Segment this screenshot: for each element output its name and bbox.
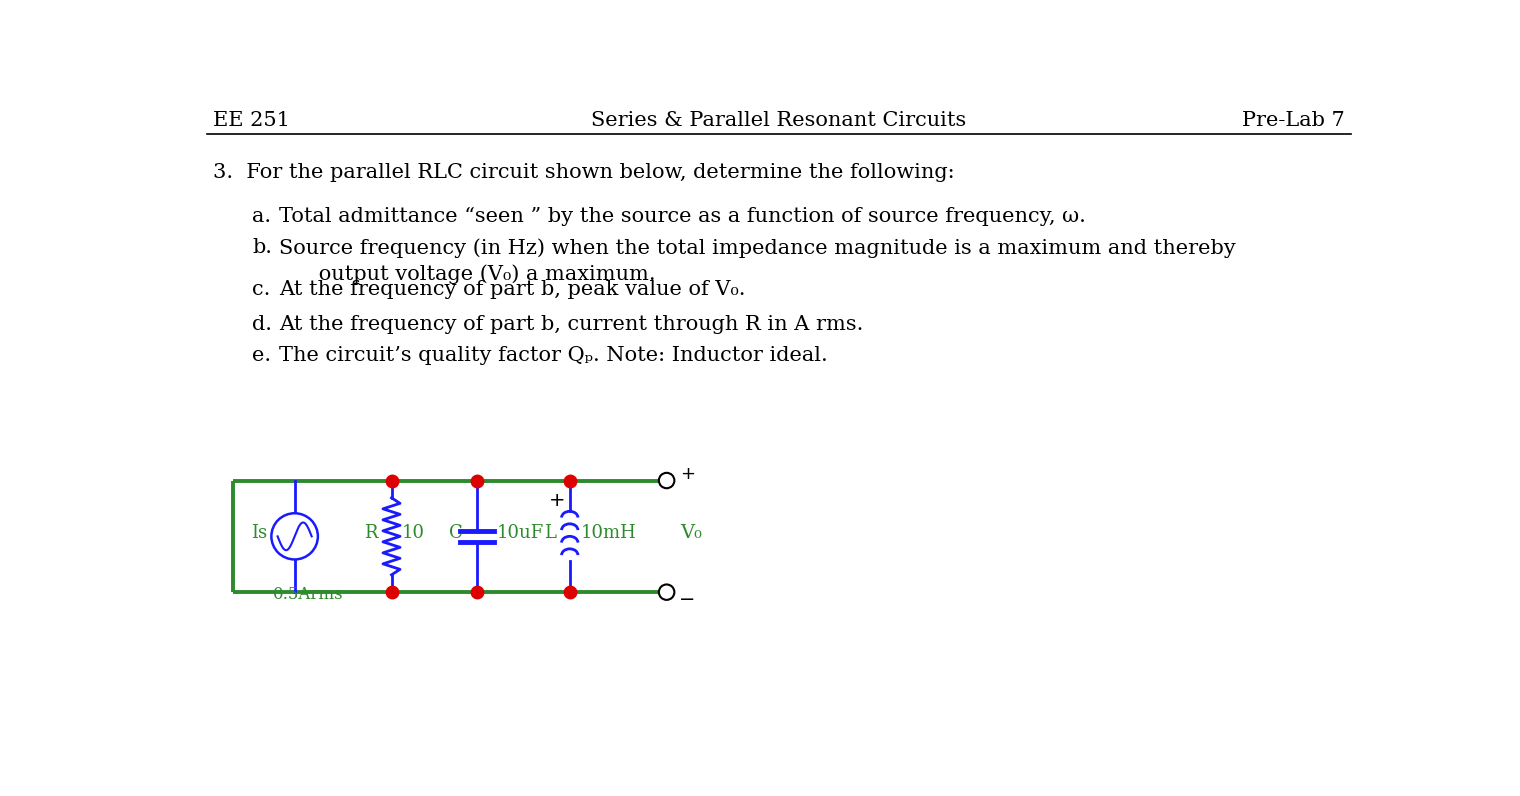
Text: Total admittance “seen ” by the source as a function of source frequency, ω.: Total admittance “seen ” by the source a… xyxy=(280,207,1085,226)
Text: +: + xyxy=(681,466,696,483)
Circle shape xyxy=(658,584,675,600)
Text: At the frequency of part b, peak value of V₀.: At the frequency of part b, peak value o… xyxy=(280,280,746,299)
Text: L: L xyxy=(544,525,556,542)
Text: 10: 10 xyxy=(401,525,424,542)
Text: 3.  For the parallel RLC circuit shown below, determine the following:: 3. For the parallel RLC circuit shown be… xyxy=(213,163,955,182)
Text: 10uF: 10uF xyxy=(497,525,544,542)
Text: 0.5Arms: 0.5Arms xyxy=(274,586,344,603)
Text: d.: d. xyxy=(252,315,272,334)
Text: 10mH: 10mH xyxy=(581,525,637,542)
Text: +: + xyxy=(549,491,565,510)
Text: The circuit’s quality factor Qₚ. Note: Inductor ideal.: The circuit’s quality factor Qₚ. Note: I… xyxy=(280,345,828,365)
Text: b.: b. xyxy=(252,238,272,257)
Text: output voltage (V₀) a maximum.: output voltage (V₀) a maximum. xyxy=(280,264,655,284)
Text: a.: a. xyxy=(252,207,271,226)
Text: −: − xyxy=(679,591,696,610)
Text: Source frequency (in Hz) when the total impedance magnitude is a maximum and the: Source frequency (in Hz) when the total … xyxy=(280,238,1236,258)
Text: c.: c. xyxy=(252,280,271,299)
Text: Series & Parallel Resonant Circuits: Series & Parallel Resonant Circuits xyxy=(591,111,967,130)
Text: At the frequency of part b, current through R in A rms.: At the frequency of part b, current thro… xyxy=(280,315,863,334)
Text: Pre-Lab 7: Pre-Lab 7 xyxy=(1242,111,1345,130)
Text: e.: e. xyxy=(252,345,271,365)
Text: Is: Is xyxy=(251,525,266,542)
Text: C: C xyxy=(448,525,462,542)
Text: V₀: V₀ xyxy=(681,525,702,542)
Text: R: R xyxy=(365,525,377,542)
Text: EE 251: EE 251 xyxy=(213,111,290,130)
Circle shape xyxy=(658,473,675,488)
